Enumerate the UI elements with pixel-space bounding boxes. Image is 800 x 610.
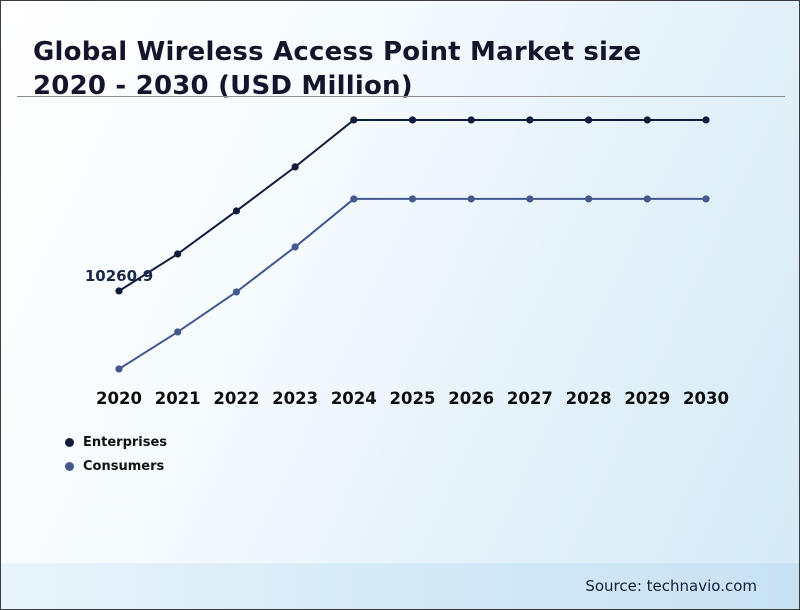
x-axis-tick-label: 2021 xyxy=(155,389,201,408)
legend-item-enterprises: Enterprises xyxy=(65,435,167,450)
data-point xyxy=(467,195,475,203)
x-axis-tick-label: 2026 xyxy=(448,389,494,408)
data-point xyxy=(232,207,240,215)
data-point xyxy=(115,287,123,295)
title-divider xyxy=(17,96,785,97)
page-title: Global Wireless Access Point Market size… xyxy=(33,36,641,103)
x-axis-tick-label: 2023 xyxy=(272,389,318,408)
x-axis-tick-label: 2025 xyxy=(390,389,436,408)
chart-legend: Enterprises Consumers xyxy=(65,435,167,483)
data-point xyxy=(526,116,534,124)
x-axis-tick-label: 2028 xyxy=(566,389,612,408)
page-title-line1: Global Wireless Access Point Market size xyxy=(33,37,642,68)
data-point xyxy=(467,116,475,124)
data-point xyxy=(291,163,299,171)
data-point xyxy=(350,116,358,124)
data-point xyxy=(585,195,593,203)
legend-label: Consumers xyxy=(83,459,165,474)
x-axis-tick-label: 2029 xyxy=(624,389,670,408)
x-axis-tick-label: 2022 xyxy=(213,389,259,408)
data-point xyxy=(585,116,593,124)
x-axis-tick-label: 2020 xyxy=(96,389,142,408)
series-line-consumers xyxy=(118,197,706,370)
data-point-label: 10260.9 xyxy=(85,267,153,285)
data-point xyxy=(115,365,123,373)
source-attribution: Source: technavio.com xyxy=(585,577,757,595)
data-point xyxy=(232,288,240,296)
series-line-enterprises xyxy=(118,118,706,292)
data-point xyxy=(643,116,651,124)
legend-dot xyxy=(65,462,74,471)
x-axis-tick-label: 2027 xyxy=(507,389,553,408)
data-point xyxy=(702,195,710,203)
data-point xyxy=(291,243,299,251)
x-axis-tick-label: 2030 xyxy=(683,389,729,408)
data-point xyxy=(408,195,417,203)
legend-label: Enterprises xyxy=(83,435,168,450)
data-point xyxy=(526,195,534,203)
page-title-line2: 2020 - 2030 (USD Million) xyxy=(33,70,413,101)
data-point xyxy=(408,116,417,124)
x-axis-tick-label: 2024 xyxy=(331,389,377,408)
data-point xyxy=(174,250,182,258)
data-point xyxy=(174,328,182,336)
data-point xyxy=(643,195,651,203)
footer-band: Source: technavio.com xyxy=(1,563,799,609)
legend-dot xyxy=(65,438,74,447)
legend-item-consumers: Consumers xyxy=(65,459,167,474)
line-chart: 2020 2021 2022 2023 2024 2025 2026 2027 2028 2029… xyxy=(85,116,729,408)
data-point xyxy=(702,116,710,124)
data-point xyxy=(350,195,358,203)
